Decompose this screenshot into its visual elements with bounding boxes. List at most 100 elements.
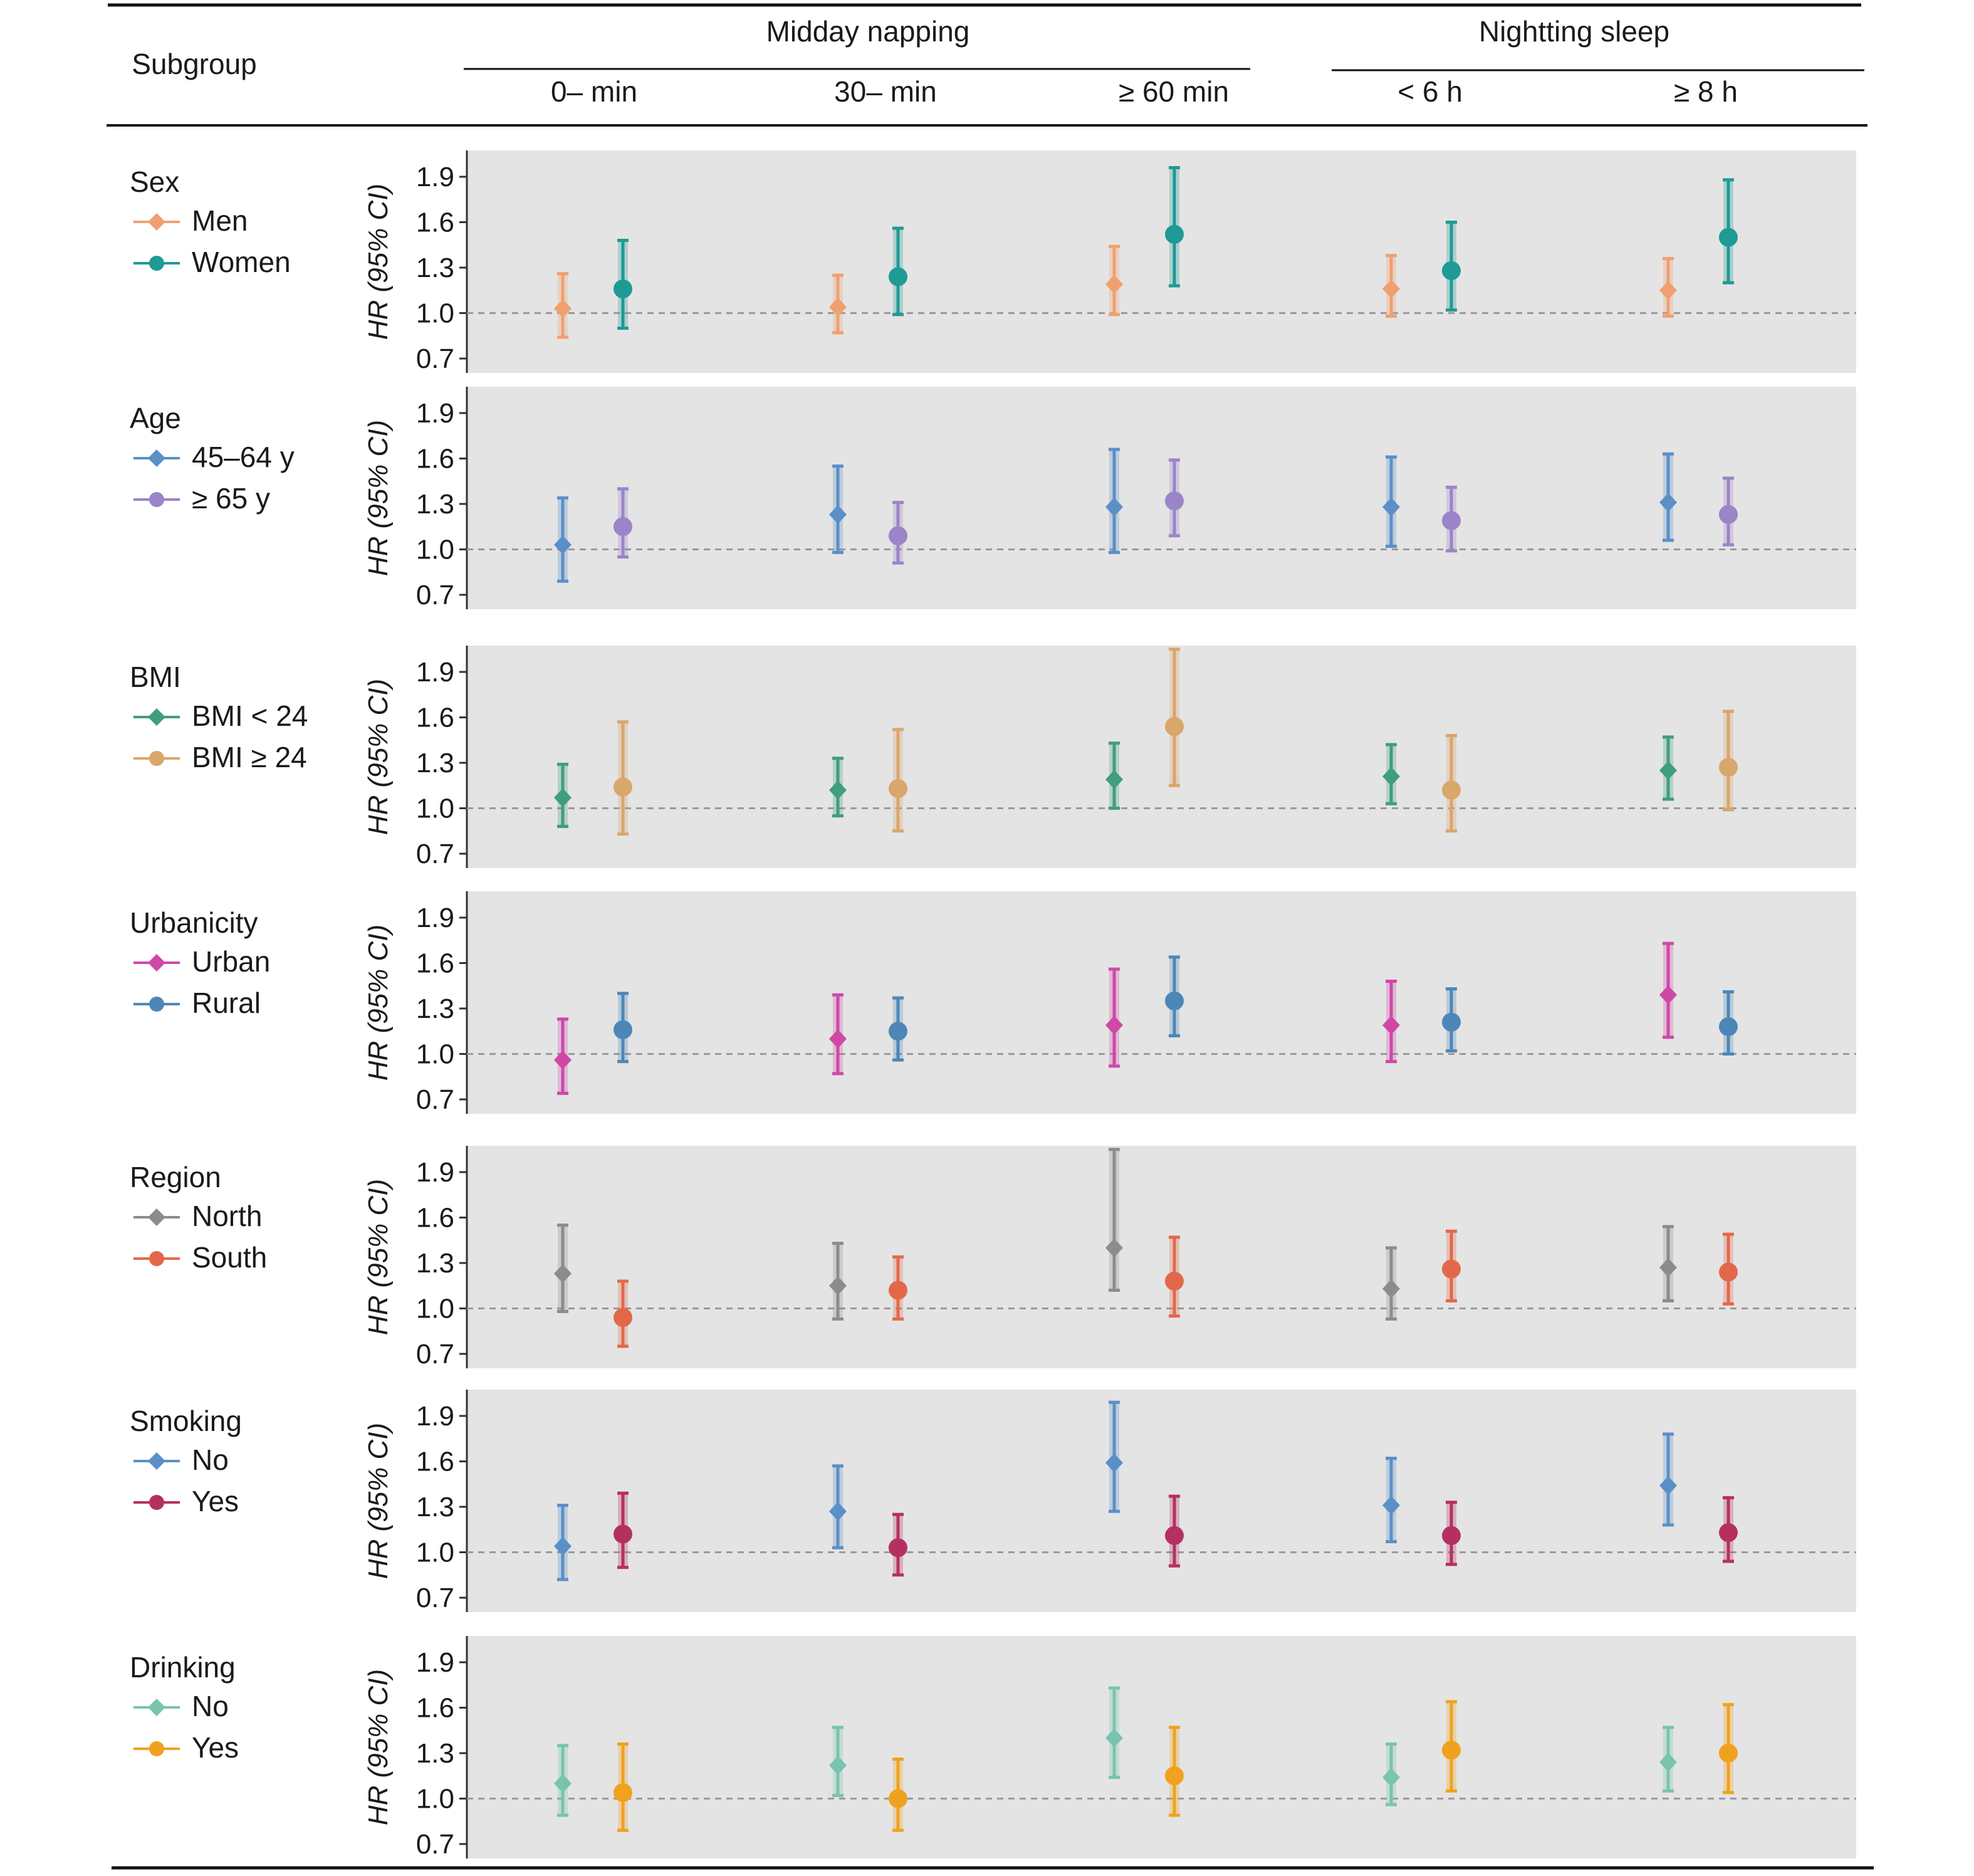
hr-diamond-marker <box>554 1536 572 1556</box>
data-point <box>1659 452 1677 542</box>
data-point <box>889 1512 907 1577</box>
panel-title: Drinking <box>130 1651 236 1684</box>
hr-circle-marker <box>1442 1012 1461 1032</box>
hr-diamond-marker <box>1382 1496 1400 1515</box>
data-point <box>554 762 572 828</box>
data-point <box>554 1744 572 1817</box>
hr-circle-marker <box>889 1789 907 1808</box>
panel-drinking: 0.7 1.0 1.3 1.6 1.9 HR (95% CI) Drinking No Yes <box>130 1636 1856 1860</box>
y-tick-label: 1.0 <box>416 1294 454 1324</box>
hr-diamond-marker <box>829 1276 847 1296</box>
hr-diamond-marker <box>1659 1258 1677 1277</box>
legend-label: BMI < 24 <box>192 700 308 732</box>
panel-background <box>467 646 1856 868</box>
data-point <box>554 1504 572 1581</box>
hr-circle-marker <box>889 1538 907 1558</box>
data-point <box>1165 1494 1184 1568</box>
hr-diamond-marker <box>829 1029 847 1049</box>
column-label-lt-6h: < 6 h <box>1397 75 1463 108</box>
legend-item: Women <box>133 246 291 278</box>
y-axis-title: HR (95% CI) <box>363 925 394 1081</box>
panel-age: 0.7 1.0 1.3 1.6 1.9 HR (95% CI) Age 45–64 y ≥ 65… <box>130 387 1856 610</box>
y-tick-label: 1.3 <box>416 489 454 520</box>
panel-background <box>467 891 1856 1114</box>
hr-diamond-marker <box>829 1502 847 1521</box>
hr-circle-marker <box>1719 1744 1738 1763</box>
legend-circle-marker <box>149 492 164 507</box>
data-point <box>1659 941 1677 1039</box>
y-tick-label: 1.6 <box>416 1447 454 1477</box>
subgroup-header: Subgroup <box>132 48 257 80</box>
legend-diamond-marker <box>148 213 165 231</box>
panel-background <box>467 1146 1856 1368</box>
hr-circle-marker <box>1165 991 1184 1010</box>
table-header: Subgroup Midday napping Nightting sleep … <box>107 3 1867 127</box>
panel-background <box>467 150 1856 373</box>
data-point <box>1442 1229 1461 1302</box>
data-point <box>554 1224 572 1313</box>
legend-circle-marker <box>149 256 164 271</box>
data-point <box>1719 990 1738 1056</box>
y-tick-label: 0.7 <box>416 1084 454 1115</box>
y-tick-label: 1.6 <box>416 948 454 979</box>
y-axis-title: HR (95% CI) <box>363 184 394 340</box>
legend-item: Urban <box>133 945 270 978</box>
hr-circle-marker <box>889 779 907 799</box>
data-point <box>1105 967 1123 1068</box>
y-tick-label: 1.9 <box>416 1401 454 1432</box>
legend-item: Yes <box>133 1485 239 1517</box>
y-tick-label: 1.3 <box>416 993 454 1024</box>
legend-diamond-marker <box>148 449 165 467</box>
panel-title: Region <box>130 1161 221 1193</box>
data-point <box>1442 485 1461 553</box>
data-point <box>614 720 632 836</box>
hr-diamond-marker <box>1659 985 1677 1005</box>
data-point <box>1165 166 1184 288</box>
data-point <box>1659 257 1677 318</box>
data-point <box>1442 1501 1461 1566</box>
legend-label: No <box>192 1444 229 1476</box>
data-point <box>1165 458 1184 538</box>
hr-circle-marker <box>889 1281 907 1300</box>
data-point <box>829 993 847 1076</box>
legend-label: Rural <box>192 987 261 1019</box>
data-point <box>614 239 632 330</box>
y-tick-label: 1.9 <box>416 162 454 192</box>
panel-background <box>467 387 1856 609</box>
column-label-0-min: 0– min <box>551 75 637 108</box>
y-tick-label: 0.7 <box>416 1339 454 1370</box>
y-tick-label: 1.6 <box>416 703 454 733</box>
legend-item: BMI ≥ 24 <box>133 741 307 773</box>
data-point <box>1105 1148 1123 1292</box>
hr-diamond-marker <box>1382 1768 1400 1787</box>
data-point <box>1105 741 1123 810</box>
hr-diamond-marker <box>1659 761 1677 780</box>
hr-circle-marker <box>1719 1017 1738 1036</box>
y-tick-label: 1.6 <box>416 207 454 238</box>
panel-title: Sex <box>130 165 179 198</box>
data-point <box>1382 1742 1400 1806</box>
y-tick-label: 0.7 <box>416 839 454 869</box>
panel-title: Age <box>130 402 181 434</box>
legend-circle-marker <box>149 1495 164 1510</box>
hr-circle-marker <box>1165 1526 1184 1545</box>
y-tick-label: 0.7 <box>416 343 454 374</box>
data-point <box>614 992 632 1064</box>
data-point <box>889 1758 907 1832</box>
data-point <box>1382 980 1400 1064</box>
legend-diamond-marker <box>148 1208 165 1226</box>
hr-circle-marker <box>614 1308 632 1327</box>
data-point <box>829 1242 847 1321</box>
hr-circle-marker <box>1719 1262 1738 1282</box>
data-point <box>1659 1726 1677 1793</box>
y-tick-label: 1.9 <box>416 398 454 429</box>
hr-diamond-marker <box>554 299 572 318</box>
panel-background <box>467 1636 1856 1858</box>
data-point <box>1382 455 1400 548</box>
data-point <box>1165 1235 1184 1318</box>
y-axis-title: HR (95% CI) <box>363 679 394 835</box>
y-tick-label: 1.0 <box>416 1784 454 1815</box>
y-tick-label: 1.0 <box>416 535 454 565</box>
data-point <box>614 1279 632 1348</box>
